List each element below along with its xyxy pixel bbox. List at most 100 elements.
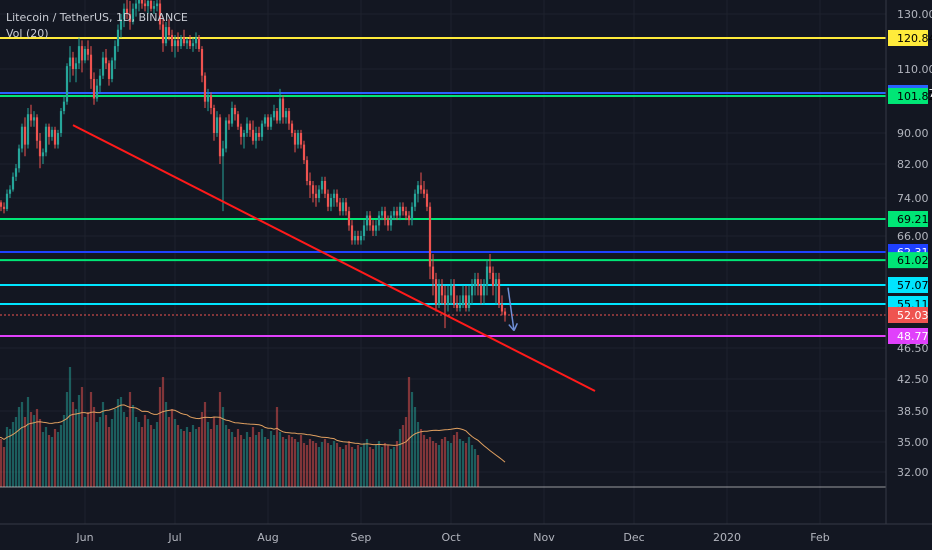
candle bbox=[335, 189, 339, 207]
candle bbox=[437, 279, 441, 308]
volume-bar bbox=[455, 432, 459, 487]
candle bbox=[455, 295, 459, 312]
volume-bar bbox=[398, 429, 402, 487]
candle bbox=[380, 206, 384, 221]
volume-bar bbox=[350, 447, 354, 487]
candle bbox=[158, 0, 162, 30]
price-tick-label: 74.00 bbox=[897, 192, 929, 205]
volume-bar bbox=[392, 447, 396, 487]
svg-text:57.07: 57.07 bbox=[897, 279, 929, 292]
volume-bar bbox=[194, 429, 198, 487]
candle bbox=[314, 185, 318, 207]
volume-bar bbox=[251, 427, 255, 487]
arrow-head bbox=[513, 323, 518, 331]
price-level-label: 61.02 bbox=[888, 252, 929, 269]
candle bbox=[257, 126, 261, 141]
candle bbox=[101, 51, 105, 79]
svg-text:69.21: 69.21 bbox=[897, 213, 929, 226]
candle bbox=[47, 123, 51, 145]
candle bbox=[302, 140, 306, 164]
volume-bar bbox=[140, 427, 144, 487]
candle bbox=[116, 24, 120, 52]
price-level-label: 69.21 bbox=[888, 211, 929, 227]
candle bbox=[35, 114, 39, 149]
volume-bar bbox=[377, 441, 381, 487]
candle bbox=[89, 46, 93, 89]
volume-bar bbox=[311, 441, 315, 487]
candle bbox=[308, 172, 312, 198]
volume-bar bbox=[0, 439, 3, 487]
volume-bar bbox=[146, 419, 150, 487]
candle bbox=[461, 285, 465, 308]
candle bbox=[200, 46, 204, 83]
time-tick-label: Aug bbox=[257, 531, 278, 544]
candle bbox=[134, 0, 138, 17]
volume-bar bbox=[149, 425, 153, 487]
candle bbox=[128, 0, 132, 30]
volume-bar bbox=[461, 441, 465, 487]
volume-bar bbox=[92, 407, 96, 487]
candle bbox=[287, 107, 291, 130]
candle bbox=[473, 272, 477, 296]
candle bbox=[320, 176, 324, 194]
volume-bar bbox=[266, 439, 270, 487]
candle bbox=[284, 107, 288, 124]
volume-bar bbox=[86, 412, 90, 487]
candle bbox=[329, 193, 333, 212]
candle bbox=[278, 88, 282, 124]
volume-bar bbox=[344, 445, 348, 487]
candle bbox=[230, 101, 234, 127]
volume-bar bbox=[431, 441, 435, 487]
volume-bar bbox=[164, 402, 168, 487]
volume-bar bbox=[113, 409, 117, 487]
red-trendline[interactable] bbox=[72, 124, 596, 392]
volume-bar bbox=[65, 392, 69, 487]
volume-bar bbox=[71, 402, 75, 487]
candle bbox=[434, 272, 438, 312]
volume-bar bbox=[434, 443, 438, 487]
volume-bar bbox=[53, 429, 57, 487]
candle bbox=[407, 211, 411, 226]
price-level-label: 120.84 bbox=[888, 30, 932, 46]
candle bbox=[401, 202, 405, 216]
volume-bar bbox=[74, 409, 78, 487]
volume-bar bbox=[242, 439, 246, 487]
volume-bar bbox=[224, 425, 228, 487]
volume-bar bbox=[362, 443, 366, 487]
volume-bar bbox=[356, 445, 360, 487]
volume-bar bbox=[389, 449, 393, 487]
volume-bar bbox=[35, 409, 39, 487]
volume-indicator-label[interactable]: Vol (20) bbox=[6, 27, 49, 40]
candle bbox=[443, 285, 447, 329]
volume-bar bbox=[419, 429, 423, 487]
volume-bar bbox=[329, 445, 333, 487]
candle bbox=[215, 111, 219, 137]
volume-bar bbox=[62, 415, 66, 487]
volume-bar bbox=[338, 447, 342, 487]
volume-bar bbox=[446, 441, 450, 487]
volume-bar bbox=[110, 419, 114, 487]
volume-bar bbox=[59, 425, 63, 487]
volume-bar bbox=[368, 447, 372, 487]
projection-arrow[interactable] bbox=[507, 287, 518, 332]
price-axis[interactable]: 130.00 110.00 90.00 82.00 74.00 66.00 46.50 42.… bbox=[897, 8, 932, 479]
volume-bar bbox=[101, 402, 105, 487]
volume-bar bbox=[296, 442, 300, 487]
candle bbox=[191, 37, 195, 52]
candle bbox=[296, 129, 300, 149]
volume-bar bbox=[260, 429, 264, 487]
volume-bar bbox=[263, 437, 267, 487]
candle bbox=[242, 129, 246, 149]
candle bbox=[290, 120, 294, 137]
candle bbox=[386, 215, 390, 231]
candle bbox=[227, 114, 231, 130]
candle bbox=[233, 104, 237, 121]
candle bbox=[248, 120, 252, 137]
candle bbox=[110, 57, 114, 83]
volume-bar bbox=[197, 427, 201, 487]
volume-bar bbox=[278, 432, 282, 487]
candle bbox=[182, 29, 186, 47]
candle bbox=[479, 279, 483, 305]
time-axis[interactable]: Jun Jul Aug Sep Oct Nov Dec 2020 Feb bbox=[75, 531, 829, 544]
